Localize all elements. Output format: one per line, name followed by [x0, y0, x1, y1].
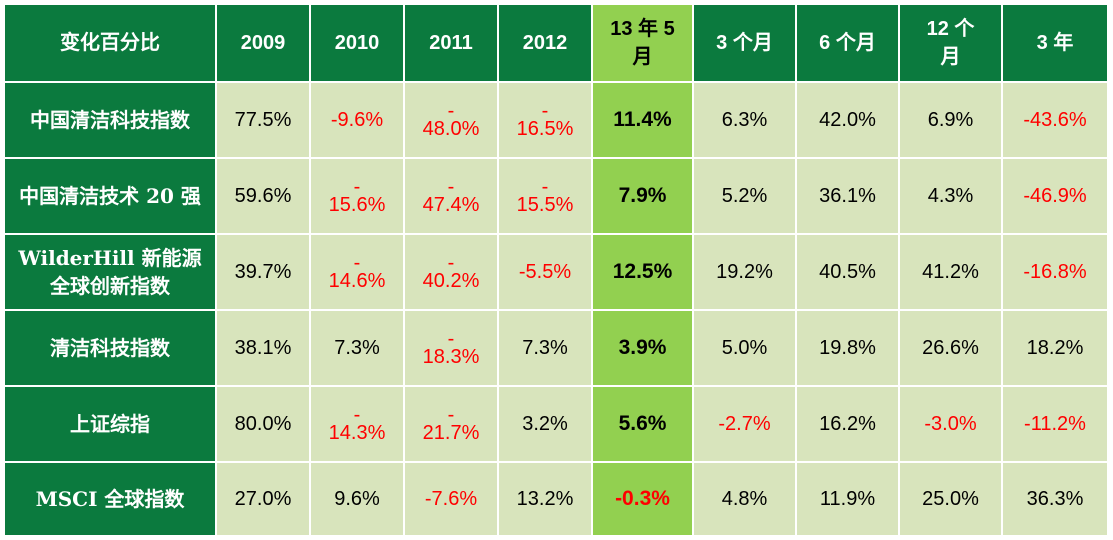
column-header: 3 个月: [692, 3, 797, 83]
data-cell: 5.0%: [692, 309, 797, 387]
data-cell: -43.6%: [1001, 81, 1109, 159]
data-cell: 7.9%: [591, 157, 694, 235]
data-cell: 40.5%: [795, 233, 900, 311]
data-cell: -0.3%: [591, 461, 694, 537]
data-cell: 77.5%: [215, 81, 311, 159]
data-cell: -14.6%: [309, 233, 405, 311]
data-cell: -16.5%: [497, 81, 593, 159]
data-cell: 39.7%: [215, 233, 311, 311]
data-cell: -40.2%: [403, 233, 499, 311]
data-cell: 4.8%: [692, 461, 797, 537]
data-cell: 25.0%: [898, 461, 1003, 537]
data-cell: -16.8%: [1001, 233, 1109, 311]
column-header: 3 年: [1001, 3, 1109, 83]
data-cell: -7.6%: [403, 461, 499, 537]
table-row: 清洁科技指数 38.1% 7.3% -18.3% 7.3% 3.9% 5.0% 19.8% 26…: [3, 309, 1109, 387]
column-header: 12 个月: [898, 3, 1003, 83]
data-cell: 36.1%: [795, 157, 900, 235]
column-header: 6 个月: [795, 3, 900, 83]
row-label: MSCI 全球指数: [3, 461, 217, 537]
data-cell: 5.2%: [692, 157, 797, 235]
data-cell: 26.6%: [898, 309, 1003, 387]
data-cell: -48.0%: [403, 81, 499, 159]
table-row: WilderHill 新能源 全球创新指数 39.7% -14.6% -40.2% -5.…: [3, 233, 1109, 311]
column-header: 2011: [403, 3, 499, 83]
row-label: 清洁科技指数: [3, 309, 217, 387]
data-cell: 4.3%: [898, 157, 1003, 235]
data-cell: 36.3%: [1001, 461, 1109, 537]
data-cell: 38.1%: [215, 309, 311, 387]
data-cell: 18.2%: [1001, 309, 1109, 387]
data-cell: -3.0%: [898, 385, 1003, 463]
table-row: 中国清洁技术 20 强 59.6% -15.6% -47.4% -15.5% 7.9% 5.…: [3, 157, 1109, 235]
table-row: 中国清洁科技指数 77.5% -9.6% -48.0% -16.5% 11.4% 6.3% 4…: [3, 81, 1109, 159]
column-header: 2009: [215, 3, 311, 83]
column-header: 2012: [497, 3, 593, 83]
data-cell: -11.2%: [1001, 385, 1109, 463]
data-cell: -5.5%: [497, 233, 593, 311]
data-cell: -15.6%: [309, 157, 405, 235]
data-cell: 80.0%: [215, 385, 311, 463]
data-cell: -18.3%: [403, 309, 499, 387]
data-cell: 5.6%: [591, 385, 694, 463]
data-cell: 11.9%: [795, 461, 900, 537]
data-cell: 19.8%: [795, 309, 900, 387]
data-cell: 41.2%: [898, 233, 1003, 311]
table-row: MSCI 全球指数 27.0% 9.6% -7.6% 13.2% -0.3% 4.8% 11.…: [3, 461, 1109, 537]
data-cell: 9.6%: [309, 461, 405, 537]
data-cell: 42.0%: [795, 81, 900, 159]
data-cell: 11.4%: [591, 81, 694, 159]
data-cell: 3.2%: [497, 385, 593, 463]
table-row: 上证综指 80.0% -14.3% -21.7% 3.2% 5.6% -2.7% 16.2% -…: [3, 385, 1109, 463]
data-cell: 16.2%: [795, 385, 900, 463]
data-cell: -9.6%: [309, 81, 405, 159]
header-label: 变化百分比: [3, 3, 217, 83]
data-cell: 6.3%: [692, 81, 797, 159]
data-cell: 27.0%: [215, 461, 311, 537]
data-cell: 6.9%: [898, 81, 1003, 159]
row-label: 中国清洁科技指数: [3, 81, 217, 159]
data-cell: 19.2%: [692, 233, 797, 311]
column-header: 2010: [309, 3, 405, 83]
table-body: 中国清洁科技指数 77.5% -9.6% -48.0% -16.5% 11.4% 6.3% 4…: [3, 81, 1109, 537]
row-label: 中国清洁技术 20 强: [3, 157, 217, 235]
data-cell: -2.7%: [692, 385, 797, 463]
data-cell: -15.5%: [497, 157, 593, 235]
row-label: WilderHill 新能源 全球创新指数: [3, 233, 217, 311]
data-cell: -21.7%: [403, 385, 499, 463]
data-cell: -47.4%: [403, 157, 499, 235]
data-cell: 7.3%: [309, 309, 405, 387]
data-cell: 13.2%: [497, 461, 593, 537]
data-cell: -14.3%: [309, 385, 405, 463]
data-cell: 59.6%: [215, 157, 311, 235]
data-cell: -46.9%: [1001, 157, 1109, 235]
row-label: 上证综指: [3, 385, 217, 463]
data-cell: 12.5%: [591, 233, 694, 311]
data-cell: 3.9%: [591, 309, 694, 387]
data-cell: 7.3%: [497, 309, 593, 387]
